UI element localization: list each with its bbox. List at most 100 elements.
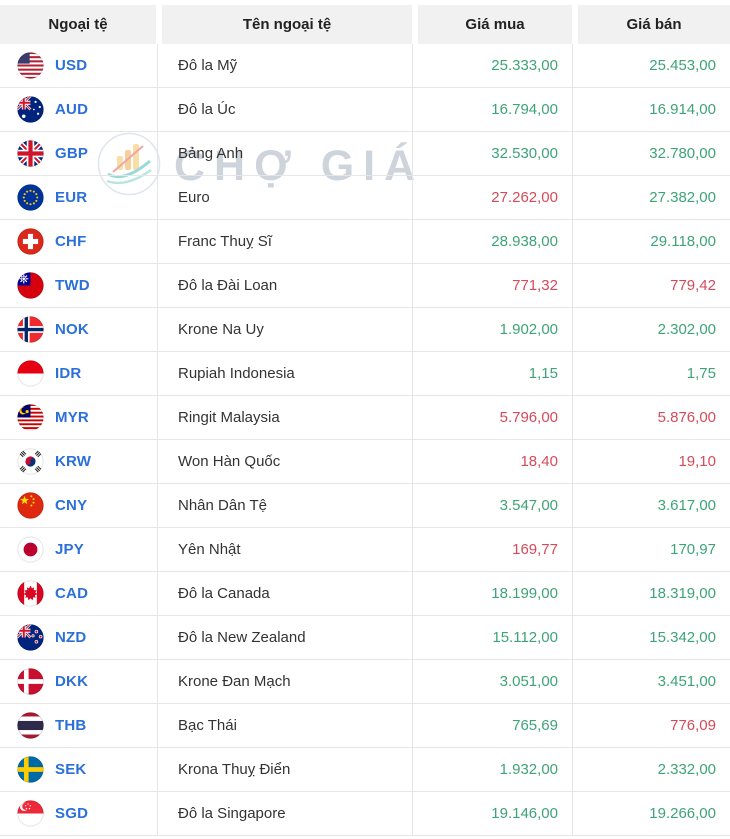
sell-price: 19.266,00 [649, 805, 716, 822]
buy-price: 28.938,00 [413, 220, 573, 263]
currency-name: Đô la Đài Loan [158, 264, 413, 307]
sell-price: 170,97 [670, 541, 716, 558]
currency-code-link[interactable]: TWD [55, 277, 90, 294]
currency-cell: IDR [0, 352, 158, 395]
sell-price: 15.342,00 [649, 629, 716, 646]
currency-name: Franc Thuỵ Sĩ [158, 220, 413, 263]
currency-cell: DKK [0, 660, 158, 703]
flag-thb-icon [17, 712, 44, 739]
buy-price: 15.112,00 [413, 616, 573, 659]
buy-price: 5.796,00 [413, 396, 573, 439]
sell-price: 776,09 [670, 717, 716, 734]
currency-code-link[interactable]: CNY [55, 497, 88, 514]
currency-row: USD Đô la Mỹ 25.333,00 25.453,00 [0, 44, 730, 88]
currency-cell: TWD [0, 264, 158, 307]
buy-price: 19.146,00 [413, 792, 573, 835]
currency-code-link[interactable]: IDR [55, 365, 82, 382]
currency-code-link[interactable]: SEK [55, 761, 87, 778]
currency-code-link[interactable]: CAD [55, 585, 89, 602]
flag-nok-icon [17, 316, 44, 343]
buy-price: 18.199,00 [413, 572, 573, 615]
header-currency: Ngoại tệ [0, 5, 156, 44]
currency-row: IDR Rupiah Indonesia 1,15 1,75 [0, 352, 730, 396]
currency-code-link[interactable]: NOK [55, 321, 89, 338]
currency-row: CHF Franc Thuỵ Sĩ 28.938,00 29.118,00 [0, 220, 730, 264]
currency-cell: GBP [0, 132, 158, 175]
currency-name: Đô la Singapore [158, 792, 413, 835]
exchange-rate-page: CHỢ GIÁ Ngoại tệ Tên ngoại tệ Giá mua Gi… [0, 5, 730, 839]
buy-price: 18,40 [413, 440, 573, 483]
currency-row: SGD Đô la Singapore 19.146,00 19.266,00 [0, 792, 730, 836]
currency-row: KRW Won Hàn Quốc 18,40 19,10 [0, 440, 730, 484]
currency-name: Nhân Dân Tệ [158, 484, 413, 527]
sell-price: 25.453,00 [649, 57, 716, 74]
sell-price: 779,42 [670, 277, 716, 294]
currency-code-link[interactable]: KRW [55, 453, 92, 470]
currency-name: Rupiah Indonesia [158, 352, 413, 395]
currency-cell: EUR [0, 176, 158, 219]
sell-price: 29.118,00 [650, 233, 716, 250]
currency-code-link[interactable]: GBP [55, 145, 89, 162]
currency-row: MYR Ringit Malaysia 5.796,00 5.876,00 [0, 396, 730, 440]
currency-code-link[interactable]: THB [55, 717, 87, 734]
currency-row: EUR Euro 27.262,00 27.382,00 [0, 176, 730, 220]
currency-code-link[interactable]: DKK [55, 673, 89, 690]
currency-code-link[interactable]: CHF [55, 233, 87, 250]
flag-nzd-icon [17, 624, 44, 651]
currency-name: Bảng Anh [158, 132, 413, 175]
currency-code-link[interactable]: JPY [55, 541, 84, 558]
buy-price: 27.262,00 [413, 176, 573, 219]
sell-price: 2.332,00 [657, 761, 716, 778]
buy-price: 169,77 [413, 528, 573, 571]
flag-gbp-icon [17, 140, 44, 167]
currency-row: AUD Đô la Úc 16.794,00 16.914,00 [0, 88, 730, 132]
currency-code-link[interactable]: AUD [55, 101, 89, 118]
currency-name: Krone Na Uy [158, 308, 413, 351]
rates-table-body: USD Đô la Mỹ 25.333,00 25.453,00 AUD Đô la Úc… [0, 44, 730, 836]
currency-name: Đô la Mỹ [158, 44, 413, 87]
buy-price: 16.794,00 [413, 88, 573, 131]
flag-sgd-icon [17, 800, 44, 827]
currency-cell: SEK [0, 748, 158, 791]
currency-cell: CNY [0, 484, 158, 527]
currency-cell: NZD [0, 616, 158, 659]
currency-cell: KRW [0, 440, 158, 483]
sell-price: 18.319,00 [649, 585, 716, 602]
buy-price: 765,69 [413, 704, 573, 747]
sell-price: 3.617,00 [657, 497, 716, 514]
buy-price: 32.530,00 [413, 132, 573, 175]
currency-cell: THB [0, 704, 158, 747]
currency-name: Đô la Canada [158, 572, 413, 615]
currency-row: NOK Krone Na Uy 1.902,00 2.302,00 [0, 308, 730, 352]
currency-row: DKK Krone Đan Mạch 3.051,00 3.451,00 [0, 660, 730, 704]
currency-row: JPY Yên Nhật 169,77 170,97 [0, 528, 730, 572]
header-buy-price: Giá mua [418, 5, 572, 44]
sell-price: 32.780,00 [649, 145, 716, 162]
sell-price: 16.914,00 [649, 101, 716, 118]
sell-price: 2.302,00 [657, 321, 716, 338]
currency-cell: CAD [0, 572, 158, 615]
currency-code-link[interactable]: USD [55, 57, 88, 74]
currency-cell: AUD [0, 88, 158, 131]
flag-eur-icon [17, 184, 44, 211]
sell-price: 27.382,00 [649, 189, 716, 206]
flag-myr-icon [17, 404, 44, 431]
currency-code-link[interactable]: SGD [55, 805, 89, 822]
sell-price: 19,10 [678, 453, 716, 470]
flag-jpy-icon [17, 536, 44, 563]
currency-code-link[interactable]: MYR [55, 409, 89, 426]
buy-price: 1.902,00 [413, 308, 573, 351]
currency-name: Bạc Thái [158, 704, 413, 747]
currency-name: Krona Thuỵ Điển [158, 748, 413, 791]
currency-row: TWD Đô la Đài Loan 771,32 779,42 [0, 264, 730, 308]
currency-cell: USD [0, 44, 158, 87]
buy-price: 1.932,00 [413, 748, 573, 791]
currency-row: THB Bạc Thái 765,69 776,09 [0, 704, 730, 748]
flag-aud-icon [17, 96, 44, 123]
flag-dkk-icon [17, 668, 44, 695]
buy-price: 3.547,00 [413, 484, 573, 527]
currency-code-link[interactable]: NZD [55, 629, 87, 646]
currency-code-link[interactable]: EUR [55, 189, 88, 206]
flag-idr-icon [17, 360, 44, 387]
buy-price: 3.051,00 [413, 660, 573, 703]
